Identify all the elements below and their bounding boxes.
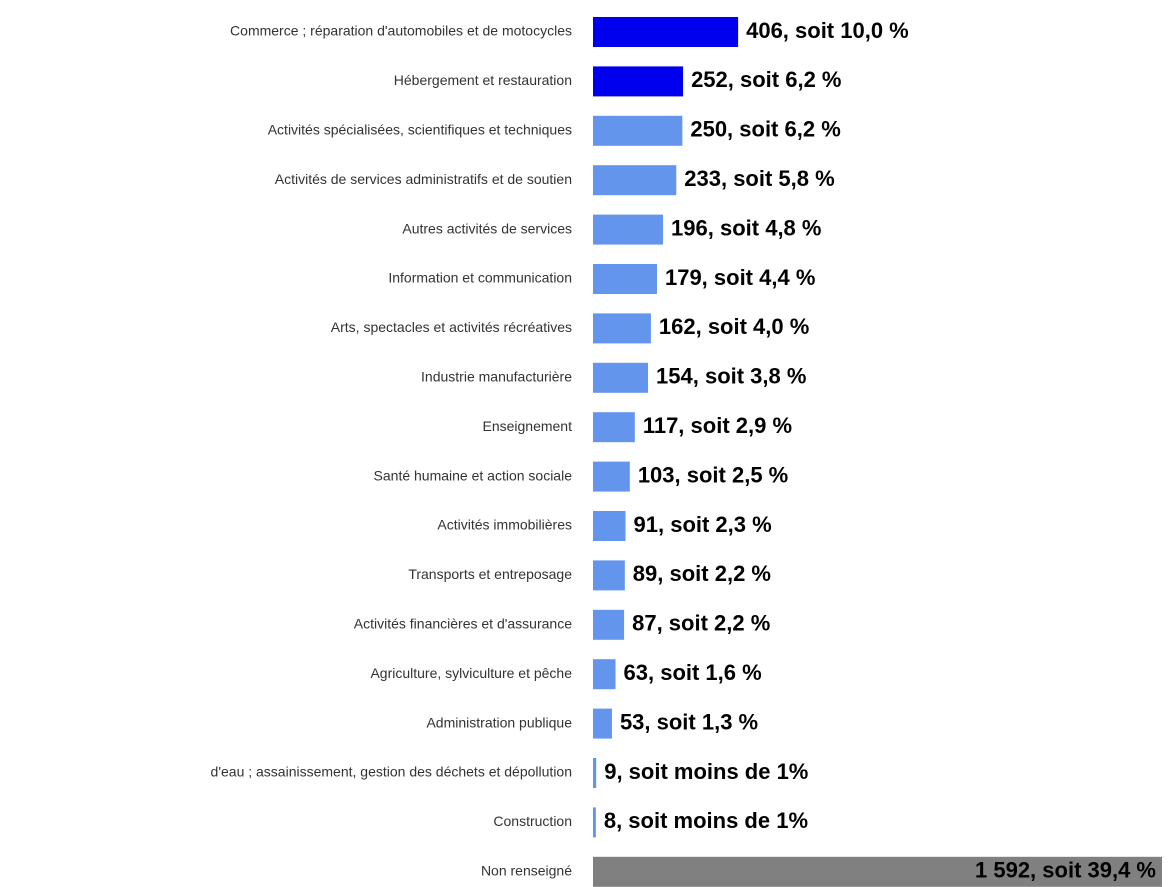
category-label: Administration publique [426,714,572,730]
category-label: Construction [493,813,572,829]
value-label: 1 592, soit 39,4 % [975,858,1156,883]
bar [593,807,596,838]
bar [593,17,739,47]
value-label: 406, soit 10,0 % [746,18,909,43]
bar [593,560,625,591]
category-label: Enseignement [482,418,572,434]
value-label: 89, soit 2,2 % [633,561,771,586]
value-label: 91, soit 2,3 % [634,512,772,537]
category-label: Commerce ; réparation d'automobiles et d… [230,23,572,39]
bar [593,511,626,541]
category-label: Activités immobilières [437,517,572,533]
bar [593,264,657,294]
bar [593,609,625,640]
category-label: Santé humaine et action sociale [374,467,573,483]
category-label: Activités financières et d'assurance [354,616,572,632]
category-label: Transports et entreposage [408,566,572,582]
bar [593,856,1162,887]
category-label: d'eau ; assainissement, gestion des déch… [211,764,572,780]
bar [593,115,683,146]
category-label: Non renseigné [481,863,572,879]
bar [593,66,684,97]
value-label: 117, soit 2,9 % [643,413,792,438]
value-label: 103, soit 2,5 % [638,462,788,487]
value-label: 252, soit 6,2 % [691,67,841,92]
category-label: Activités de services administratifs et … [275,171,572,187]
bar [593,758,597,788]
bar [593,708,612,739]
value-label: 63, soit 1,6 % [624,660,762,685]
value-label: 154, soit 3,8 % [656,364,806,389]
category-label: Activités spécialisées, scientifiques et… [268,122,572,138]
value-label: 179, soit 4,4 % [665,265,815,290]
bar [593,313,651,344]
bar [593,362,649,393]
value-label: 8, soit moins de 1% [604,808,808,833]
bar [593,461,630,492]
category-label: Agriculture, sylviculture et pêche [370,665,572,681]
value-label: 162, soit 4,0 % [659,314,809,339]
value-label: 233, soit 5,8 % [684,166,834,191]
bar [593,659,616,690]
value-label: 250, soit 6,2 % [690,117,840,142]
bar [593,412,635,443]
category-label: Arts, spectacles et activités récréative… [331,319,572,335]
value-label: 9, soit moins de 1% [604,759,808,784]
value-label: 196, soit 4,8 % [671,215,821,240]
bar [593,165,677,196]
category-label: Industrie manufacturière [421,369,572,385]
bar [593,214,664,245]
value-label: 53, soit 1,3 % [620,709,758,734]
category-label: Autres activités de services [402,220,572,236]
category-label: Information et communication [388,270,572,286]
value-label: 87, soit 2,2 % [632,611,770,636]
category-label: Hébergement et restauration [394,72,572,88]
